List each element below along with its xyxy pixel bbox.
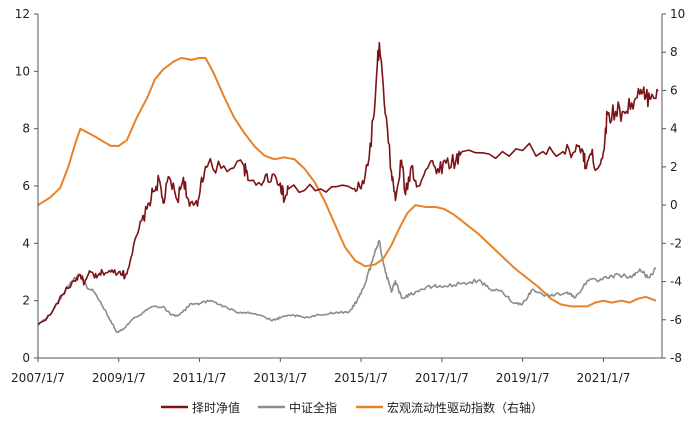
legend-item-liquidity-index: 宏观流动性驱动指数（右轴）: [356, 400, 543, 415]
right-tick-label: 0: [670, 198, 678, 212]
x-tick-label: 2007/1/7: [11, 371, 65, 385]
right-tick-label: -8: [670, 351, 682, 365]
right-tick-label: -4: [670, 275, 682, 289]
left-tick-label: 6: [22, 179, 30, 193]
right-tick-label: 2: [670, 160, 678, 174]
left-tick-label: 0: [22, 351, 30, 365]
left-tick-label: 2: [22, 294, 30, 308]
legend-item-csi-all-share: 中证全指: [258, 400, 337, 415]
x-tick-label: 2017/1/7: [415, 371, 469, 385]
x-tick-label: 2013/1/7: [253, 371, 307, 385]
x-tick-label: 2015/1/7: [334, 371, 388, 385]
right-y-axis: -8 -6 -4 -2 0 2 4 6 8 10: [661, 7, 685, 365]
series-line-csi-all-share: [37, 239, 657, 333]
legend-label-liquidity-index: 宏观流动性驱动指数（右轴）: [387, 400, 543, 415]
right-tick-label: 8: [670, 45, 678, 59]
right-tick-label: 10: [670, 7, 685, 21]
left-y-axis: 0 2 4 6 8 10 12: [15, 7, 39, 365]
left-tick-label: 4: [22, 236, 30, 250]
x-tick-label: 2019/1/7: [496, 371, 550, 385]
legend-item-timing-nav: 择时净值: [161, 400, 240, 415]
left-tick-label: 12: [15, 7, 30, 21]
legend-label-csi-all-share: 中证全指: [289, 400, 337, 415]
left-tick-label: 8: [22, 122, 30, 136]
right-tick-label: -2: [670, 236, 682, 250]
x-tick-label: 2021/1/7: [576, 371, 630, 385]
x-tick-label: 2011/1/7: [173, 371, 227, 385]
left-tick-label: 10: [15, 64, 30, 78]
right-tick-label: 6: [670, 83, 678, 97]
x-tick-label: 2009/1/7: [92, 371, 146, 385]
legend-label-timing-nav: 择时净值: [192, 400, 240, 415]
right-tick-label: -6: [670, 313, 682, 327]
plot-area: [37, 41, 659, 333]
series-line-liquidity-index: [37, 57, 657, 308]
series-line-timing-nav: [37, 41, 659, 326]
right-tick-label: 4: [670, 122, 678, 136]
x-axis: 2007/1/7 2009/1/7 2011/1/7 2013/1/7 2015/1/7…: [11, 357, 662, 385]
legend: 择时净值 中证全指 宏观流动性驱动指数（右轴）: [161, 400, 543, 415]
